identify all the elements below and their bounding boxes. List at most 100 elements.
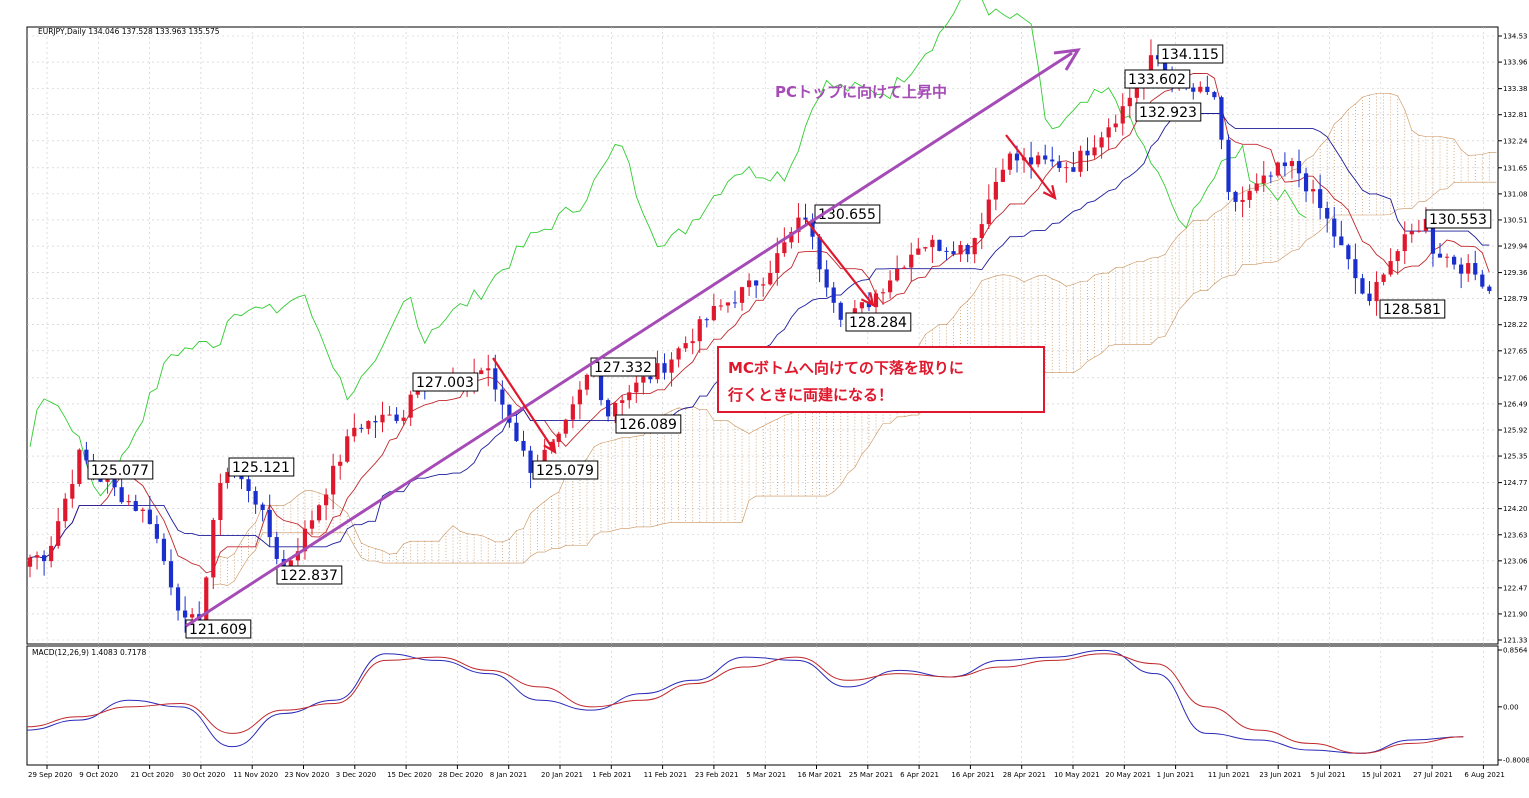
candle-body [161,538,167,562]
candle-body [1444,256,1450,258]
price-axis: 134.53 133.96 133.38 132.81 132.24 131.65 131.… [1498,33,1528,645]
hedge-text-line1: MCボトムへ向けての下落を取りに [728,359,964,377]
macd-info: MACD(12,26,9) 1.4083 0.7178 [32,648,146,657]
candle-body [613,402,618,417]
candle-body [965,244,970,255]
candle-body [246,479,251,492]
candle-body [768,272,773,285]
candle-body [267,509,272,538]
price-label: 130.655 [818,207,876,223]
candle-body [775,253,780,273]
candle-body [1332,218,1337,237]
price-label-box [590,357,657,377]
candle-body [126,501,131,503]
price-label: 130.553 [1429,212,1487,228]
candle-body [204,577,209,622]
candle-body [831,287,836,303]
date-tick-label: 11 Nov 2020 [233,771,278,779]
price-label-box [845,312,912,332]
price-label: 127.332 [594,360,652,376]
price-label-box [228,457,295,477]
candle-body [1014,153,1020,161]
candle-body [1198,86,1203,92]
candle-body [1480,274,1485,287]
annotations [185,48,1081,628]
price-tick-label: 132.24 [1503,137,1528,145]
candle-body [1064,167,1069,169]
candle-body [1127,97,1132,107]
candle-body [1303,173,1309,192]
date-tick-label: 21 Oct 2020 [131,771,174,779]
candle-body [105,479,110,482]
tenkan-line [29,73,1490,574]
candle-body [140,509,145,511]
symbol-info: EURJPY,Daily 134.046 137.528 133.963 135… [38,27,220,36]
candle-body [1318,189,1323,208]
candle-body [711,306,716,321]
date-tick-label: 25 Mar 2021 [849,771,893,779]
date-tick-label: 15 Dec 2020 [387,771,432,779]
date-axis: 29 Sep 2020 9 Oct 2020 21 Oct 2020 30 Oct 2… [28,765,1505,779]
date-tick-label: 23 Jun 2021 [1259,771,1301,779]
drop-arrow-line [805,219,874,306]
candle-body [1162,59,1168,73]
price-label-box [615,414,682,434]
price-tick-label: 129.36 [1503,269,1528,277]
date-tick-label: 15 Jul 2021 [1362,771,1402,779]
uptrend-annotation: PCトップに向けて上昇中 [775,83,947,101]
candle-body [56,521,61,546]
date-tick-label: 6 Apr 2021 [900,771,939,779]
candle-body [859,302,864,309]
candle-body [676,348,681,360]
candle-body [352,427,357,437]
candle-body [577,389,582,405]
price-tick-label: 129.94 [1503,243,1528,251]
candle-body [260,504,265,510]
candle-body [373,421,378,423]
date-tick-label: 23 Nov 2020 [285,771,330,779]
price-tick-label: 121.33 [1503,637,1528,645]
candle-body [732,302,738,304]
price-labels: 125.077 125.121 121.609 122.837 127.003 125.0… [87,44,1492,639]
candle-body [796,217,801,232]
candle-body [747,280,752,288]
drop-arrow-line [1005,134,1056,199]
price-label: 127.003 [416,375,474,391]
candle-body [338,461,343,466]
candle-body [880,292,886,294]
candle-body [1050,159,1055,162]
date-tick-label: 16 Apr 2021 [951,771,994,779]
candle-body [697,319,702,342]
candle-body [1240,199,1245,202]
candle-body [225,472,230,484]
candle-body [154,524,159,539]
candle-body [394,414,399,421]
macd-tick-label: 0.00 [1503,703,1519,711]
date-tick-label: 27 Jul 2021 [1413,771,1453,779]
candle-body [866,302,872,308]
candle-body [1226,139,1231,192]
candle-body [1275,162,1280,176]
candle-body [1360,278,1365,294]
date-tick-label: 5 Mar 2021 [746,771,786,779]
candle-body [930,239,935,248]
candle-body [1247,190,1252,200]
price-tick-label: 131.65 [1503,164,1528,172]
drop-arrow-head [860,292,875,307]
candle-body [1057,161,1062,168]
candle-body [486,368,491,371]
date-tick-label: 11 Jun 2021 [1208,771,1250,779]
candle-body [1452,256,1457,265]
candle-body [1000,169,1005,182]
candle-body [1459,264,1464,274]
price-tick-label: 125.92 [1503,426,1528,434]
date-tick-label: 23 Feb 2021 [695,771,739,779]
price-label-box [276,565,343,585]
candle-body [986,199,991,225]
candle-body [782,242,787,254]
date-tick-label: 28 Dec 2020 [438,771,483,779]
candle-body [739,287,745,303]
candle-body [937,239,942,251]
candle-body [345,436,350,462]
